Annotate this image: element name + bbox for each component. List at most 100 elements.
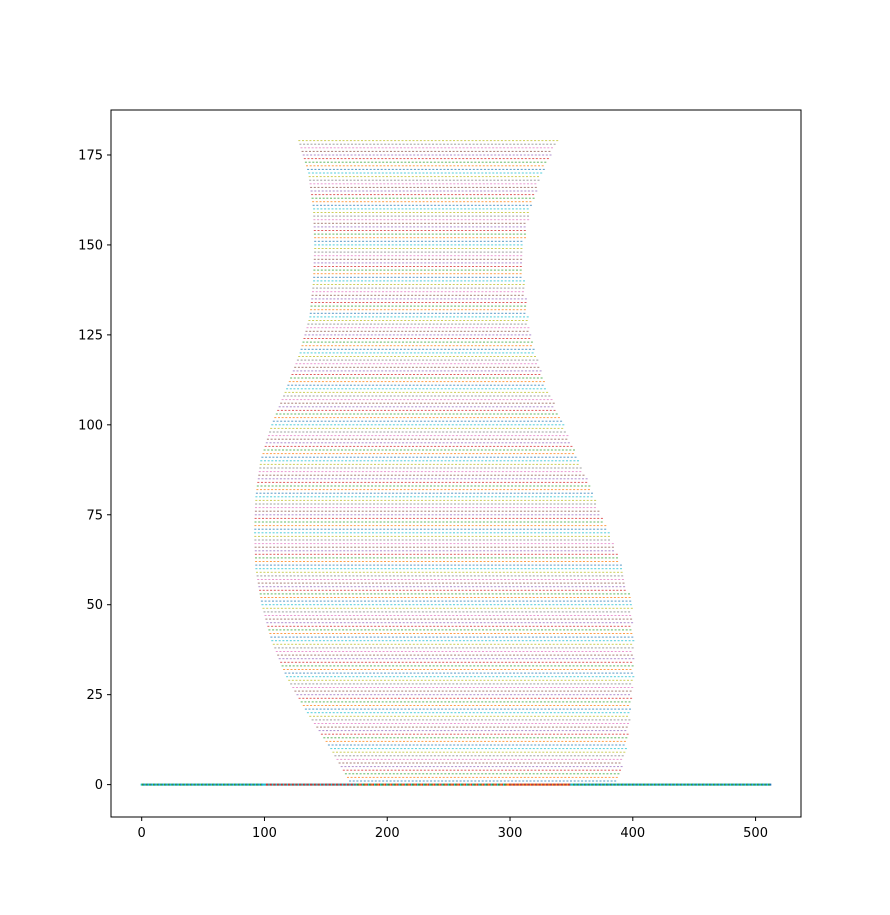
data-point — [408, 780, 410, 782]
data-point — [401, 618, 404, 620]
data-point — [496, 780, 499, 782]
data-point — [374, 597, 377, 598]
data-point — [579, 636, 582, 638]
data-point — [400, 615, 403, 616]
data-point — [533, 737, 536, 739]
data-point — [511, 737, 514, 739]
data-point — [451, 719, 454, 721]
data-point — [348, 597, 351, 598]
data-point — [455, 737, 458, 739]
data-point — [316, 604, 319, 606]
data-point — [476, 607, 479, 609]
data-point — [362, 740, 365, 742]
data-point — [573, 719, 576, 721]
data-point — [591, 766, 594, 768]
data-point — [462, 658, 465, 660]
data-point — [325, 654, 328, 656]
data-point — [554, 773, 557, 775]
data-point — [310, 679, 313, 681]
data-point — [345, 629, 348, 631]
data-point — [409, 679, 412, 681]
data-point — [541, 733, 544, 735]
data-point — [597, 622, 600, 624]
data-point — [569, 597, 572, 598]
data-point — [299, 589, 302, 591]
data-point — [601, 776, 604, 778]
data-point — [383, 723, 386, 724]
data-point — [445, 697, 448, 699]
data-point — [485, 600, 488, 602]
data-point — [280, 654, 283, 656]
data-point — [322, 665, 325, 667]
data-point — [403, 694, 406, 696]
data-point — [434, 726, 437, 728]
data-point — [500, 669, 503, 670]
data-point — [344, 647, 347, 649]
data-point — [418, 597, 421, 598]
data-point — [534, 744, 537, 746]
data-point — [562, 708, 565, 710]
data-point — [515, 744, 518, 746]
data-point — [375, 744, 378, 746]
data-point — [367, 658, 370, 660]
data-point — [372, 697, 375, 699]
data-point — [460, 769, 463, 771]
data-point — [269, 607, 272, 609]
data-point — [319, 708, 322, 710]
data-point — [417, 712, 420, 714]
data-point — [362, 758, 365, 760]
data-point — [528, 766, 531, 768]
data-point — [418, 730, 421, 732]
data-point — [578, 618, 581, 620]
data-point — [326, 625, 329, 627]
data-point — [549, 643, 552, 645]
data-point — [606, 625, 609, 627]
data-point — [488, 719, 491, 721]
data-point — [572, 611, 575, 613]
data-point — [375, 755, 377, 757]
data-point — [482, 769, 485, 771]
data-point — [456, 715, 459, 717]
data-point — [497, 643, 500, 645]
data-point — [295, 607, 298, 609]
data-point — [442, 661, 445, 663]
data-point — [379, 618, 382, 620]
data-point — [601, 607, 604, 609]
data-point — [510, 658, 513, 660]
data-point — [592, 651, 595, 652]
data-point — [480, 758, 483, 760]
data-point — [371, 615, 374, 616]
data-point — [514, 701, 517, 703]
data-point — [481, 755, 484, 757]
data-point — [495, 773, 498, 775]
data-point — [500, 737, 503, 739]
data-point — [438, 690, 441, 692]
data-point — [472, 740, 475, 742]
data-point — [512, 643, 515, 645]
data-point — [304, 625, 307, 627]
data-point — [616, 751, 618, 753]
data-point — [347, 589, 350, 591]
data-point — [449, 715, 452, 717]
data-point — [563, 769, 566, 771]
data-point — [582, 751, 585, 753]
data-point — [474, 780, 477, 782]
data-point — [389, 701, 392, 703]
data-point — [458, 611, 461, 613]
row-series-43 — [268, 629, 632, 631]
data-point — [569, 773, 572, 775]
data-point — [570, 726, 573, 728]
data-point — [516, 672, 519, 674]
data-point — [580, 719, 583, 721]
data-point — [606, 773, 609, 775]
data-point — [478, 604, 481, 606]
data-point — [580, 694, 583, 696]
data-point — [558, 611, 561, 613]
data-point — [534, 618, 537, 620]
data-point — [559, 737, 561, 739]
data-point — [518, 629, 521, 631]
data-point — [627, 672, 630, 674]
data-point — [624, 625, 627, 627]
data-point — [486, 744, 489, 746]
data-point — [414, 701, 417, 703]
